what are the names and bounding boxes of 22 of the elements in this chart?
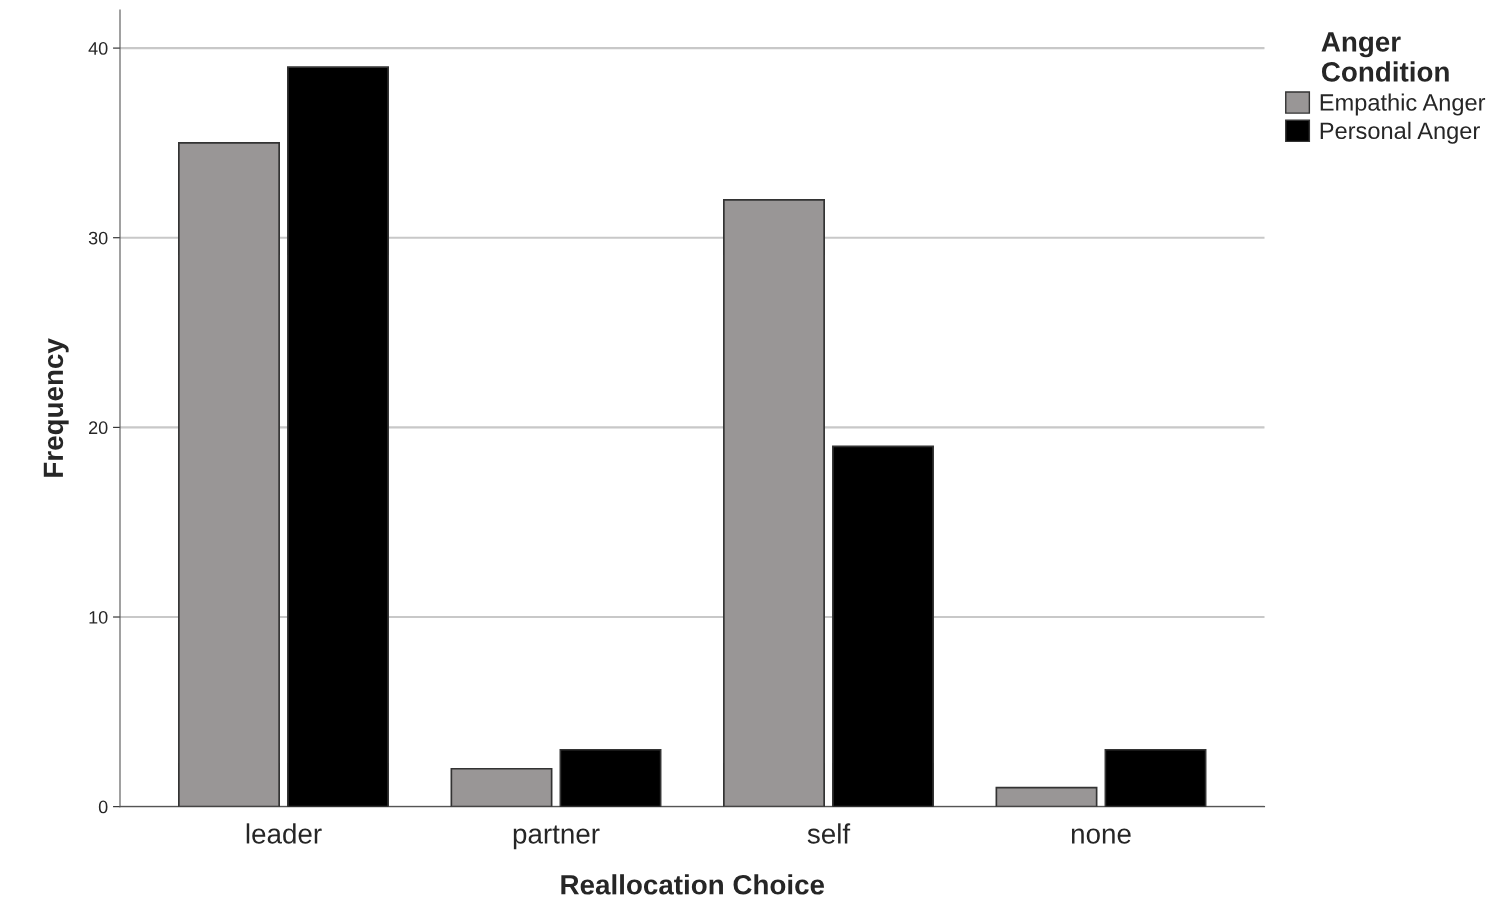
y-tick-label: 10 [89, 610, 108, 624]
y-tick-label: 0 [98, 800, 108, 814]
x-tick-label: partner [513, 825, 600, 850]
bar [287, 66, 389, 807]
bar [832, 445, 934, 807]
x-tick-label: leader [246, 823, 322, 844]
legend-label: Personal Anger [1320, 121, 1480, 144]
y-tick-label: 20 [89, 421, 108, 435]
bar [559, 748, 662, 807]
bar [723, 198, 825, 807]
y-tick-label: 30 [88, 231, 108, 245]
bar [450, 767, 553, 807]
x-tick-label: self [807, 823, 851, 844]
bar [178, 142, 280, 807]
legend-title: Anger Condition [1321, 32, 1449, 82]
x-axis-title: Reallocation Choice [561, 874, 825, 895]
legend-label: Empathic Anger [1320, 93, 1486, 116]
y-tick-label: 40 [88, 42, 108, 55]
x-tick-label: none [1071, 828, 1131, 844]
y-axis-title: Frequency [43, 338, 69, 477]
bar [995, 786, 1098, 807]
bar [1104, 748, 1207, 807]
